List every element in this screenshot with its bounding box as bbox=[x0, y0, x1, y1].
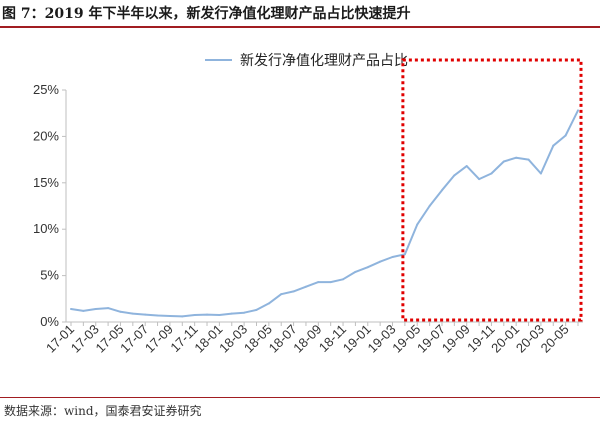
data-point bbox=[366, 266, 369, 269]
x-tick-label: 20-05 bbox=[538, 322, 572, 356]
data-point bbox=[428, 205, 431, 207]
data-point bbox=[218, 314, 221, 317]
data-point bbox=[453, 174, 456, 177]
x-axis: 17-0117-0317-0517-0717-0917-1118-0118-03… bbox=[43, 321, 583, 356]
data-point bbox=[527, 158, 530, 161]
figure-title: 图 7：2019 年下半年以来，新发行净值化理财产品占比快速提升 bbox=[2, 6, 411, 22]
footer-rule bbox=[0, 397, 600, 398]
data-point bbox=[577, 109, 579, 112]
data-point bbox=[193, 314, 196, 317]
y-axis: 0% 5% 10% 15% 20% 25% bbox=[33, 82, 67, 329]
data-point bbox=[317, 281, 320, 284]
data-point bbox=[416, 223, 419, 226]
data-point bbox=[280, 293, 283, 296]
data-point bbox=[478, 178, 481, 181]
line-chart: 新发行净值化理财产品占比 0% 5% 10% 15% 20% 25% 17-0117-03… bbox=[33, 53, 583, 356]
data-point bbox=[515, 156, 518, 159]
source-note: 数据来源：wind，国泰君安证券研究 bbox=[4, 404, 202, 418]
data-point bbox=[94, 308, 97, 311]
data-point bbox=[181, 315, 184, 318]
data-point bbox=[255, 308, 258, 311]
data-point bbox=[552, 144, 555, 147]
data-point bbox=[354, 270, 357, 273]
data-point bbox=[119, 310, 122, 313]
data-point bbox=[292, 290, 295, 293]
data-point bbox=[144, 313, 147, 316]
data-point bbox=[206, 313, 209, 316]
figure-title-bar: 图 7：2019 年下半年以来，新发行净值化理财产品占比快速提升 bbox=[0, 0, 600, 28]
series-line bbox=[70, 109, 579, 318]
data-point bbox=[440, 189, 443, 192]
y-tick-label: 15% bbox=[33, 175, 59, 190]
y-tick-label: 5% bbox=[40, 268, 59, 283]
y-tick-label: 10% bbox=[33, 221, 59, 236]
y-tick-label: 20% bbox=[33, 128, 59, 143]
data-point bbox=[342, 278, 345, 281]
x-tick-label: 17-09 bbox=[142, 322, 176, 356]
data-point bbox=[82, 309, 85, 312]
data-point bbox=[391, 256, 394, 259]
data-point bbox=[131, 312, 134, 315]
series-layer bbox=[70, 109, 579, 318]
data-point bbox=[379, 260, 382, 263]
legend: 新发行净值化理财产品占比 bbox=[205, 53, 408, 69]
data-point bbox=[304, 285, 307, 288]
x-tick-label: 19-09 bbox=[439, 322, 473, 356]
data-point bbox=[156, 314, 159, 317]
data-point bbox=[465, 165, 468, 168]
data-point bbox=[403, 253, 406, 256]
data-point bbox=[107, 307, 110, 310]
data-point bbox=[502, 160, 505, 163]
data-point bbox=[490, 172, 493, 175]
highlight-box bbox=[401, 58, 583, 322]
data-point bbox=[230, 312, 233, 315]
data-point bbox=[329, 281, 332, 284]
data-point bbox=[564, 134, 567, 137]
y-tick-label: 0% bbox=[40, 314, 59, 329]
legend-label: 新发行净值化理财产品占比 bbox=[240, 53, 408, 69]
data-point bbox=[539, 172, 542, 175]
data-point bbox=[70, 308, 72, 311]
data-point bbox=[243, 311, 246, 314]
x-tick-label: 18-09 bbox=[290, 322, 324, 356]
data-point bbox=[168, 314, 171, 317]
y-tick-label: 25% bbox=[33, 82, 59, 97]
data-point bbox=[267, 302, 270, 305]
highlight-layer bbox=[401, 58, 583, 322]
